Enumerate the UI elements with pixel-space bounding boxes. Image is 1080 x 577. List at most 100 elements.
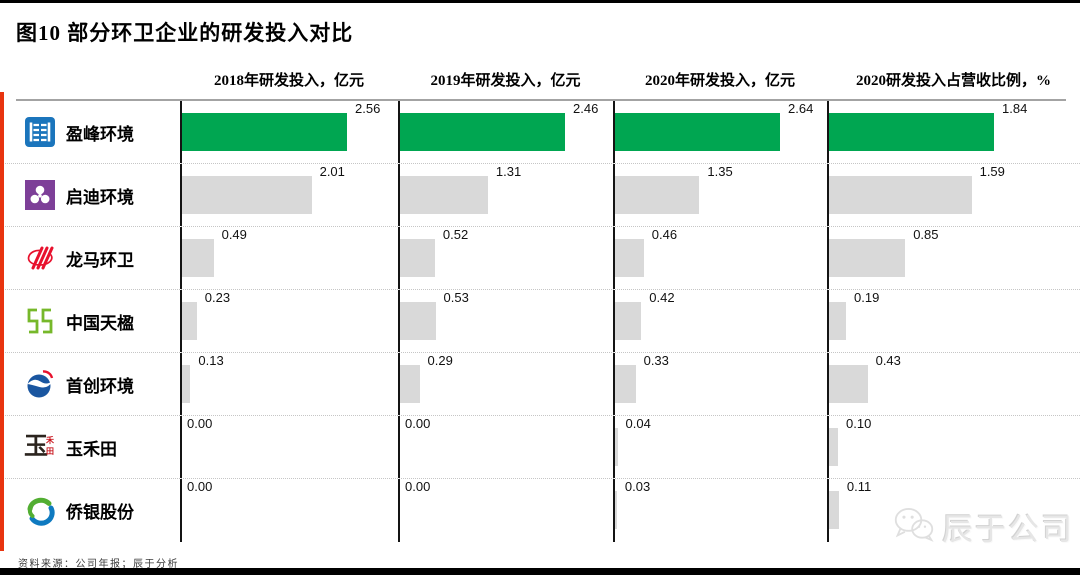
bar-value-label: 2.64 (788, 101, 814, 116)
bar (400, 239, 435, 277)
bar-cell: 0.19 (827, 290, 1080, 352)
bar (615, 365, 636, 403)
header-underline (16, 99, 1066, 101)
longma-logo-icon (24, 242, 56, 274)
bar (182, 113, 347, 151)
bar-value-label: 0.49 (221, 227, 247, 242)
company-name: 中国天楹 (66, 313, 134, 333)
bar-value-label: 1.84 (1002, 101, 1028, 116)
bar-cell: 0.33 (613, 353, 827, 415)
bar-value-label: 2.56 (355, 101, 381, 116)
table-row: 盈峰环境 2.56 2.46 2.64 1.84 (0, 101, 1080, 164)
bar-cell: 0.00 (180, 416, 398, 478)
column-header-2020: 2020年研发投入，亿元 (644, 73, 795, 89)
bar-cell: 2.01 (180, 164, 398, 226)
company-name: 启迪环境 (66, 187, 134, 207)
bar-value-label: 0.13 (198, 353, 224, 368)
qidi-logo-icon (24, 179, 56, 211)
bar-cell: 1.59 (827, 164, 1080, 226)
bar (400, 302, 436, 340)
company-name: 侨银股份 (66, 503, 134, 522)
yingfeng-logo-icon (24, 116, 56, 148)
bar-cell: 0.53 (398, 290, 613, 352)
qiaoyin-logo-icon (24, 495, 56, 527)
company-cell: 玉禾田 玉禾田 (0, 416, 180, 478)
bar (615, 302, 642, 340)
source-note: 资料来源：公司年报；辰于分析 (18, 559, 179, 570)
bar-value-label: 2.01 (319, 164, 345, 179)
bar-value-label: 2.46 (573, 101, 599, 116)
bar-value-label: 0.53 (443, 290, 469, 305)
bar-cell: 0.00 (398, 479, 613, 542)
bar (400, 365, 420, 403)
bar-value-label: 0.29 (427, 353, 453, 368)
company-cell: 首创环境 (0, 353, 180, 415)
bar-cell: 0.11 (827, 479, 1080, 542)
company-name: 龙马环卫 (66, 250, 134, 270)
table-row: 首创环境 0.13 0.29 0.33 0.43 (0, 353, 1080, 416)
bar (829, 428, 838, 466)
bar-value-label: 0.52 (442, 227, 469, 242)
bar-cell: 0.42 (613, 290, 827, 352)
bar-cell: 0.23 (180, 290, 398, 352)
company-cell: 侨银股份 (0, 479, 180, 542)
table-row: 中国天楹 0.23 0.53 0.42 0.19 (0, 290, 1080, 353)
bar (829, 491, 839, 529)
bar-value-label: 0.42 (649, 290, 675, 305)
bar-value-label: 0.19 (854, 290, 880, 305)
table-row: 启迪环境 2.01 1.31 1.35 1.59 (0, 164, 1080, 227)
column-header-row: 2018年研发投入，亿元 2019年研发投入，亿元 2020年研发投入，亿元 2… (0, 69, 1080, 99)
bar-value-label: 0.00 (405, 479, 431, 494)
bar-value-label: 0.11 (846, 479, 872, 494)
bar-cell: 0.49 (180, 227, 398, 289)
left-accent-stripe (0, 92, 4, 551)
bar-cell: 2.56 (180, 101, 398, 163)
column-header-2019: 2019年研发投入，亿元 (430, 73, 581, 89)
wechat-icon (893, 506, 935, 547)
bar (615, 239, 644, 277)
bar-cell: 0.10 (827, 416, 1080, 478)
bar (182, 302, 197, 340)
tianying-logo-icon (24, 305, 56, 337)
bar (182, 239, 214, 277)
column-header-2018: 2018年研发投入，亿元 (213, 73, 364, 89)
bar-value-label: 0.10 (846, 416, 872, 431)
bar (615, 113, 780, 151)
bar-value-label: 0.00 (187, 479, 213, 494)
bottom-border-bar (0, 568, 1080, 575)
bar-value-label: 0.33 (643, 353, 669, 368)
page-title: 图10 部分环卫企业的研发投入对比 (16, 21, 354, 45)
bar (400, 113, 565, 151)
bar-value-label: 1.31 (495, 164, 522, 179)
bar (829, 239, 906, 277)
watermark-text: 辰于公司 (942, 512, 1074, 547)
bar-value-label: 0.03 (624, 479, 651, 494)
chart-rows: 盈峰环境 2.56 2.46 2.64 1.84 启迪环境 2.01 1.31 1.35 1.59… (0, 92, 1080, 551)
bar-value-label: 1.59 (979, 164, 1005, 179)
watermark: 辰于公司 (893, 504, 1074, 549)
table-row: 侨银股份 0.00 0.00 0.03 0.11 (0, 479, 1080, 542)
table-row: 玉禾田 玉禾田 0.00 0.00 0.04 0.10 (0, 416, 1080, 479)
bar-cell: 2.46 (398, 101, 613, 163)
bar-cell: 1.35 (613, 164, 827, 226)
company-name: 首创环境 (66, 376, 134, 396)
bar (615, 176, 700, 214)
bar (182, 176, 312, 214)
bar-cell: 0.04 (613, 416, 827, 478)
bar-value-label: 0.00 (405, 416, 431, 431)
bar (829, 302, 846, 340)
header-spacer (0, 69, 180, 99)
bar-cell: 1.31 (398, 164, 613, 226)
bar-value-label: 0.00 (187, 416, 213, 431)
bar-value-label: 1.35 (707, 164, 733, 179)
bar-cell: 1.84 (827, 101, 1080, 163)
column-header-2020-ratio: 2020研发投入占营收比例，% (855, 73, 1051, 89)
bar-value-label: 0.23 (204, 290, 231, 305)
bar-value-label: 0.85 (913, 227, 939, 242)
company-cell: 龙马环卫 (0, 227, 180, 289)
bar (829, 176, 972, 214)
bar-cell: 0.00 (180, 479, 398, 542)
top-border-bar (0, 0, 1080, 3)
bar (615, 491, 617, 529)
bar-cell: 0.03 (613, 479, 827, 542)
